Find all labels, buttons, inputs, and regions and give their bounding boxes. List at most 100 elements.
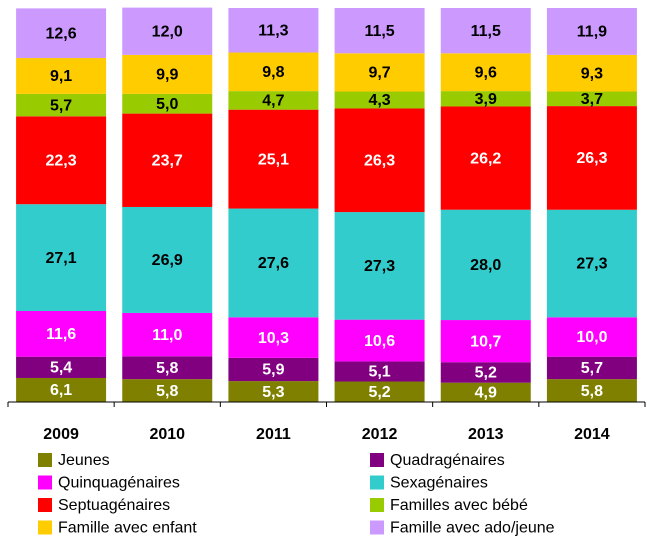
legend-label: Famille avec ado/jeune bbox=[390, 520, 555, 537]
value-label: 5,1 bbox=[368, 364, 390, 381]
bar-segment bbox=[16, 356, 107, 378]
bar-segment bbox=[122, 206, 213, 313]
value-label: 11,5 bbox=[364, 23, 394, 40]
value-label: 28,0 bbox=[470, 257, 501, 274]
bar-segment bbox=[122, 7, 213, 55]
bar-segment bbox=[16, 93, 107, 117]
value-label: 27,1 bbox=[46, 250, 77, 267]
value-label: 5,2 bbox=[368, 384, 390, 401]
value-label: 5,8 bbox=[581, 383, 603, 400]
value-label: 5,3 bbox=[262, 384, 284, 401]
bar-segment bbox=[228, 52, 319, 92]
value-label: 27,3 bbox=[576, 256, 607, 273]
value-label: 11,3 bbox=[258, 22, 288, 39]
bar-segment bbox=[546, 209, 637, 318]
bar-segment bbox=[122, 379, 213, 402]
value-label: 26,3 bbox=[576, 150, 607, 167]
bar-segment bbox=[16, 58, 107, 94]
value-label: 27,6 bbox=[258, 255, 289, 272]
bar-segment bbox=[546, 317, 637, 357]
legend-label: Familles avec bébé bbox=[390, 497, 528, 514]
bar-segment bbox=[122, 312, 213, 357]
bar-segment bbox=[546, 379, 637, 402]
bar-segment bbox=[228, 317, 319, 358]
value-label: 4,7 bbox=[262, 93, 284, 110]
bar-segment bbox=[16, 204, 107, 311]
legend-label: Sexagénaires bbox=[390, 475, 488, 492]
bar-segment bbox=[440, 53, 531, 92]
value-label: 11,9 bbox=[577, 24, 607, 41]
bar-segment bbox=[546, 54, 637, 92]
legend-label: Famille avec enfant bbox=[58, 520, 197, 537]
value-label: 9,8 bbox=[262, 64, 284, 81]
bar-segment bbox=[334, 361, 425, 382]
value-label: 25,1 bbox=[258, 151, 289, 168]
legend-swatch bbox=[370, 498, 384, 512]
bar-segment bbox=[16, 8, 107, 59]
bar-segment bbox=[334, 53, 425, 92]
value-label: 23,7 bbox=[152, 152, 183, 169]
value-label: 9,3 bbox=[581, 65, 603, 82]
bar-segment bbox=[16, 377, 107, 402]
legend-swatch bbox=[38, 475, 52, 490]
bar-segment bbox=[440, 106, 531, 210]
bar-segment bbox=[440, 91, 531, 107]
value-label: 10,0 bbox=[576, 329, 607, 346]
value-label: 9,1 bbox=[50, 68, 72, 85]
value-label: 10,3 bbox=[258, 330, 289, 347]
value-label: 22,3 bbox=[46, 152, 77, 169]
value-label: 9,9 bbox=[156, 67, 178, 84]
bar-segment bbox=[334, 8, 425, 54]
bar-segment bbox=[122, 54, 213, 94]
bar-segment bbox=[440, 320, 531, 363]
legend-label: Jeunes bbox=[58, 452, 110, 469]
bar-segment bbox=[228, 91, 319, 110]
legend-label: Septuagénaires bbox=[58, 497, 170, 514]
value-label: 10,7 bbox=[470, 333, 501, 350]
value-label: 11,5 bbox=[471, 23, 501, 40]
bar-segment bbox=[122, 93, 213, 114]
value-label: 6,1 bbox=[50, 382, 72, 399]
bar-segment bbox=[334, 108, 425, 213]
value-label: 5,8 bbox=[156, 383, 178, 400]
value-label: 10,6 bbox=[364, 333, 395, 350]
bar-segment bbox=[546, 356, 637, 380]
value-label: 5,9 bbox=[262, 362, 284, 379]
value-label: 9,7 bbox=[368, 65, 390, 82]
value-label: 9,6 bbox=[475, 64, 497, 81]
bar-segment bbox=[122, 356, 213, 380]
bar-segment bbox=[228, 8, 319, 53]
x-tick-label: 2011 bbox=[256, 426, 291, 443]
bar-segment bbox=[228, 208, 319, 318]
bar-segment bbox=[228, 109, 319, 209]
x-tick-label: 2012 bbox=[362, 426, 398, 443]
legend-swatch bbox=[370, 520, 384, 535]
legend-swatch bbox=[370, 475, 384, 490]
legend-swatch bbox=[38, 520, 52, 535]
value-label: 5,7 bbox=[581, 360, 603, 377]
x-tick-label: 2010 bbox=[149, 426, 185, 443]
bar-segment bbox=[228, 381, 319, 402]
value-label: 5,0 bbox=[156, 96, 178, 113]
value-label: 4,3 bbox=[368, 92, 390, 109]
bar-segment bbox=[334, 381, 425, 402]
value-label: 26,2 bbox=[470, 150, 501, 167]
legend-swatch bbox=[370, 453, 384, 467]
value-label: 5,8 bbox=[156, 360, 178, 377]
bar-segment bbox=[440, 209, 531, 321]
legend-label: Quinquagénaires bbox=[58, 475, 180, 492]
value-label: 12,6 bbox=[46, 25, 77, 42]
bar-segment bbox=[440, 8, 531, 54]
x-tick-label: 2013 bbox=[468, 426, 504, 443]
value-label: 5,2 bbox=[475, 365, 497, 382]
bar-segment bbox=[334, 319, 425, 362]
value-label: 11,6 bbox=[46, 326, 76, 343]
legend-swatch bbox=[38, 453, 52, 467]
bar-segment bbox=[334, 212, 425, 320]
value-label: 12,0 bbox=[152, 23, 183, 40]
bar-segment bbox=[546, 8, 637, 55]
bar-segment bbox=[16, 310, 107, 357]
value-label: 4,9 bbox=[475, 385, 497, 402]
bar-segment bbox=[228, 357, 319, 382]
